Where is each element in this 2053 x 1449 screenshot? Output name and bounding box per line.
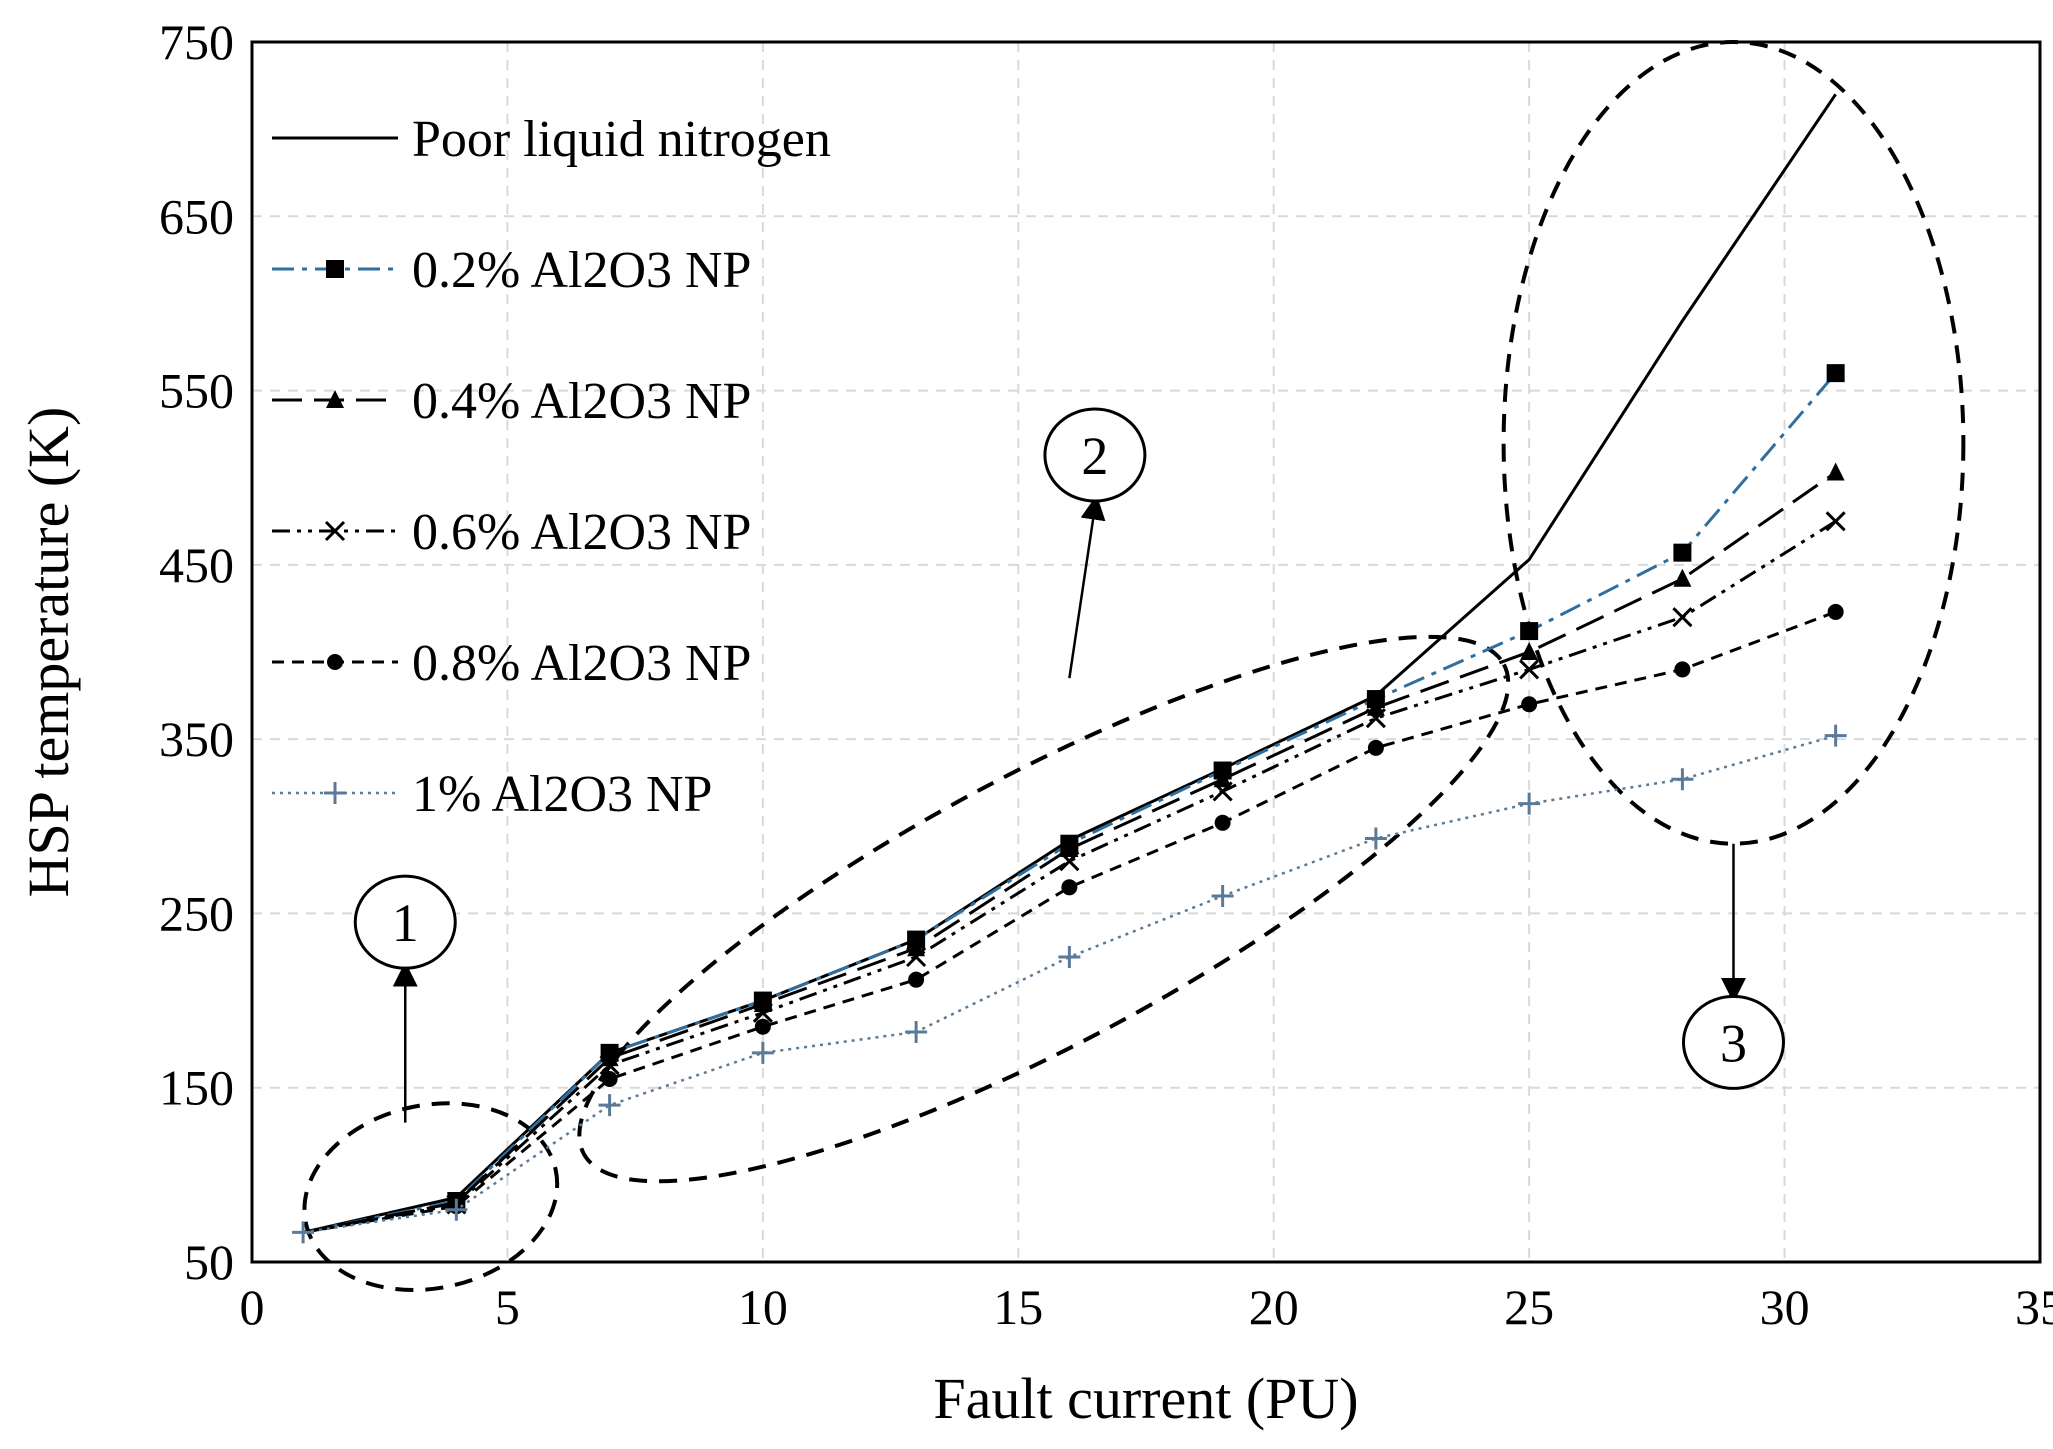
series-line bbox=[302, 610, 1837, 1234]
data-point bbox=[1213, 769, 1232, 788]
y-tick-label: 750 bbox=[159, 14, 234, 70]
y-tick-label: 50 bbox=[184, 1234, 234, 1290]
y-tick-label: 250 bbox=[159, 885, 234, 941]
data-point bbox=[1060, 838, 1079, 857]
annotation-label-circle bbox=[1043, 407, 1147, 503]
y-tick-label: 550 bbox=[159, 363, 234, 419]
legend-label: 0.6% Al2O3 NP bbox=[412, 504, 751, 561]
data-point bbox=[598, 1094, 621, 1117]
series-line bbox=[302, 471, 1837, 1234]
data-point bbox=[292, 1221, 315, 1244]
data-point bbox=[908, 971, 925, 988]
annotation-layer: 1 2 3 bbox=[302, 40, 1966, 1292]
data-point bbox=[1826, 364, 1845, 383]
legend-entry-0: Poor liquid nitrogen bbox=[272, 111, 831, 168]
data-point bbox=[1367, 739, 1384, 756]
data-point bbox=[1365, 708, 1386, 729]
annotation-label: 2 bbox=[1081, 426, 1108, 486]
data-point bbox=[1520, 642, 1539, 660]
data-point bbox=[1212, 781, 1233, 802]
y-tick-label: 650 bbox=[159, 188, 234, 244]
series-5 bbox=[292, 724, 1847, 1244]
legend-label: 0.2% Al2O3 NP bbox=[412, 242, 751, 299]
data-point bbox=[601, 1071, 618, 1087]
data-point bbox=[1824, 724, 1847, 747]
data-point bbox=[1521, 696, 1538, 713]
y-tick-label: 150 bbox=[159, 1060, 234, 1116]
data-point bbox=[1364, 827, 1387, 850]
data-point bbox=[754, 1018, 771, 1035]
data-point bbox=[1673, 568, 1692, 587]
data-point bbox=[1674, 661, 1691, 678]
x-tick-label: 25 bbox=[1504, 1279, 1554, 1335]
data-point bbox=[1061, 879, 1078, 896]
series-line bbox=[302, 520, 1837, 1234]
data-point bbox=[1825, 511, 1846, 532]
legend-marker bbox=[324, 520, 346, 542]
legend-marker bbox=[326, 260, 344, 278]
x-tick-label: 5 bbox=[495, 1279, 520, 1335]
legend-entry-5: 1% Al2O3 NP bbox=[272, 766, 712, 823]
legend-marker bbox=[327, 654, 343, 670]
data-point bbox=[1673, 543, 1692, 562]
data-point bbox=[1058, 946, 1081, 968]
data-point bbox=[445, 1198, 468, 1221]
data-point bbox=[1672, 607, 1693, 628]
x-tick-label: 35 bbox=[2015, 1279, 2053, 1335]
data-point bbox=[1518, 792, 1541, 815]
x-tick-label: 30 bbox=[1760, 1279, 1810, 1335]
x-tick-label: 10 bbox=[738, 1279, 788, 1335]
legend-label: Poor liquid nitrogen bbox=[412, 111, 831, 168]
data-point bbox=[1059, 851, 1080, 872]
data-point bbox=[1826, 462, 1845, 481]
data-point bbox=[905, 1020, 928, 1043]
data-point bbox=[751, 1041, 774, 1064]
legend-entry-3: 0.6% Al2O3 NP bbox=[272, 504, 751, 561]
annotation-label-circle bbox=[353, 874, 457, 970]
annotation-ellipse bbox=[577, 634, 1511, 1184]
series-3 bbox=[302, 511, 1846, 1234]
x-tick-label: 15 bbox=[993, 1279, 1043, 1335]
annotation-ellipse bbox=[1501, 40, 1966, 846]
data-point bbox=[599, 1054, 620, 1076]
legend-entry-1: 0.2% Al2O3 NP bbox=[272, 242, 751, 299]
legend-marker bbox=[324, 782, 346, 804]
x-axis-label: Fault current (PU) bbox=[933, 1366, 1358, 1431]
series-4 bbox=[302, 603, 1844, 1234]
annotation-label-circle bbox=[1681, 994, 1785, 1090]
y-tick-label: 450 bbox=[159, 537, 234, 593]
data-point bbox=[1520, 622, 1539, 641]
legend-label: 0.4% Al2O3 NP bbox=[412, 373, 751, 430]
annotation-arrow bbox=[1068, 494, 1106, 679]
data-point bbox=[1671, 768, 1694, 791]
legend-label: 1% Al2O3 NP bbox=[412, 766, 712, 823]
legend-label: 0.8% Al2O3 NP bbox=[412, 635, 751, 692]
data-point bbox=[1211, 885, 1234, 907]
y-tick-label: 350 bbox=[159, 711, 234, 767]
legend-entry-2: 0.4% Al2O3 NP bbox=[272, 373, 751, 430]
series-layer bbox=[292, 93, 1847, 1244]
y-axis-label: HSP temperature (K) bbox=[16, 407, 81, 898]
data-point bbox=[1519, 659, 1540, 680]
plot-frame bbox=[250, 40, 2042, 1264]
legend-entry-4: 0.8% Al2O3 NP bbox=[272, 635, 751, 692]
annotation-ellipse bbox=[302, 1101, 560, 1292]
tick-labels: 0 5 10 15 20 25 30 35 50 150 250 350 450 550 650 750 bbox=[159, 14, 2053, 1335]
data-point bbox=[1827, 603, 1844, 620]
annotation-label: 3 bbox=[1720, 1013, 1747, 1073]
annotation-label: 1 bbox=[392, 893, 419, 953]
annotation-1: 1 bbox=[302, 874, 560, 1292]
annotation-2: 2 bbox=[577, 407, 1511, 1184]
data-point bbox=[752, 1002, 773, 1023]
data-point bbox=[1214, 814, 1231, 831]
legend-marker bbox=[326, 390, 344, 408]
legend: Poor liquid nitrogen 0.2% Al2O3 NP 0.4% Al… bbox=[272, 111, 831, 823]
x-tick-label: 20 bbox=[1249, 1279, 1299, 1335]
x-tick-label: 0 bbox=[240, 1279, 265, 1335]
data-point bbox=[906, 946, 927, 968]
data-point bbox=[1366, 697, 1385, 716]
